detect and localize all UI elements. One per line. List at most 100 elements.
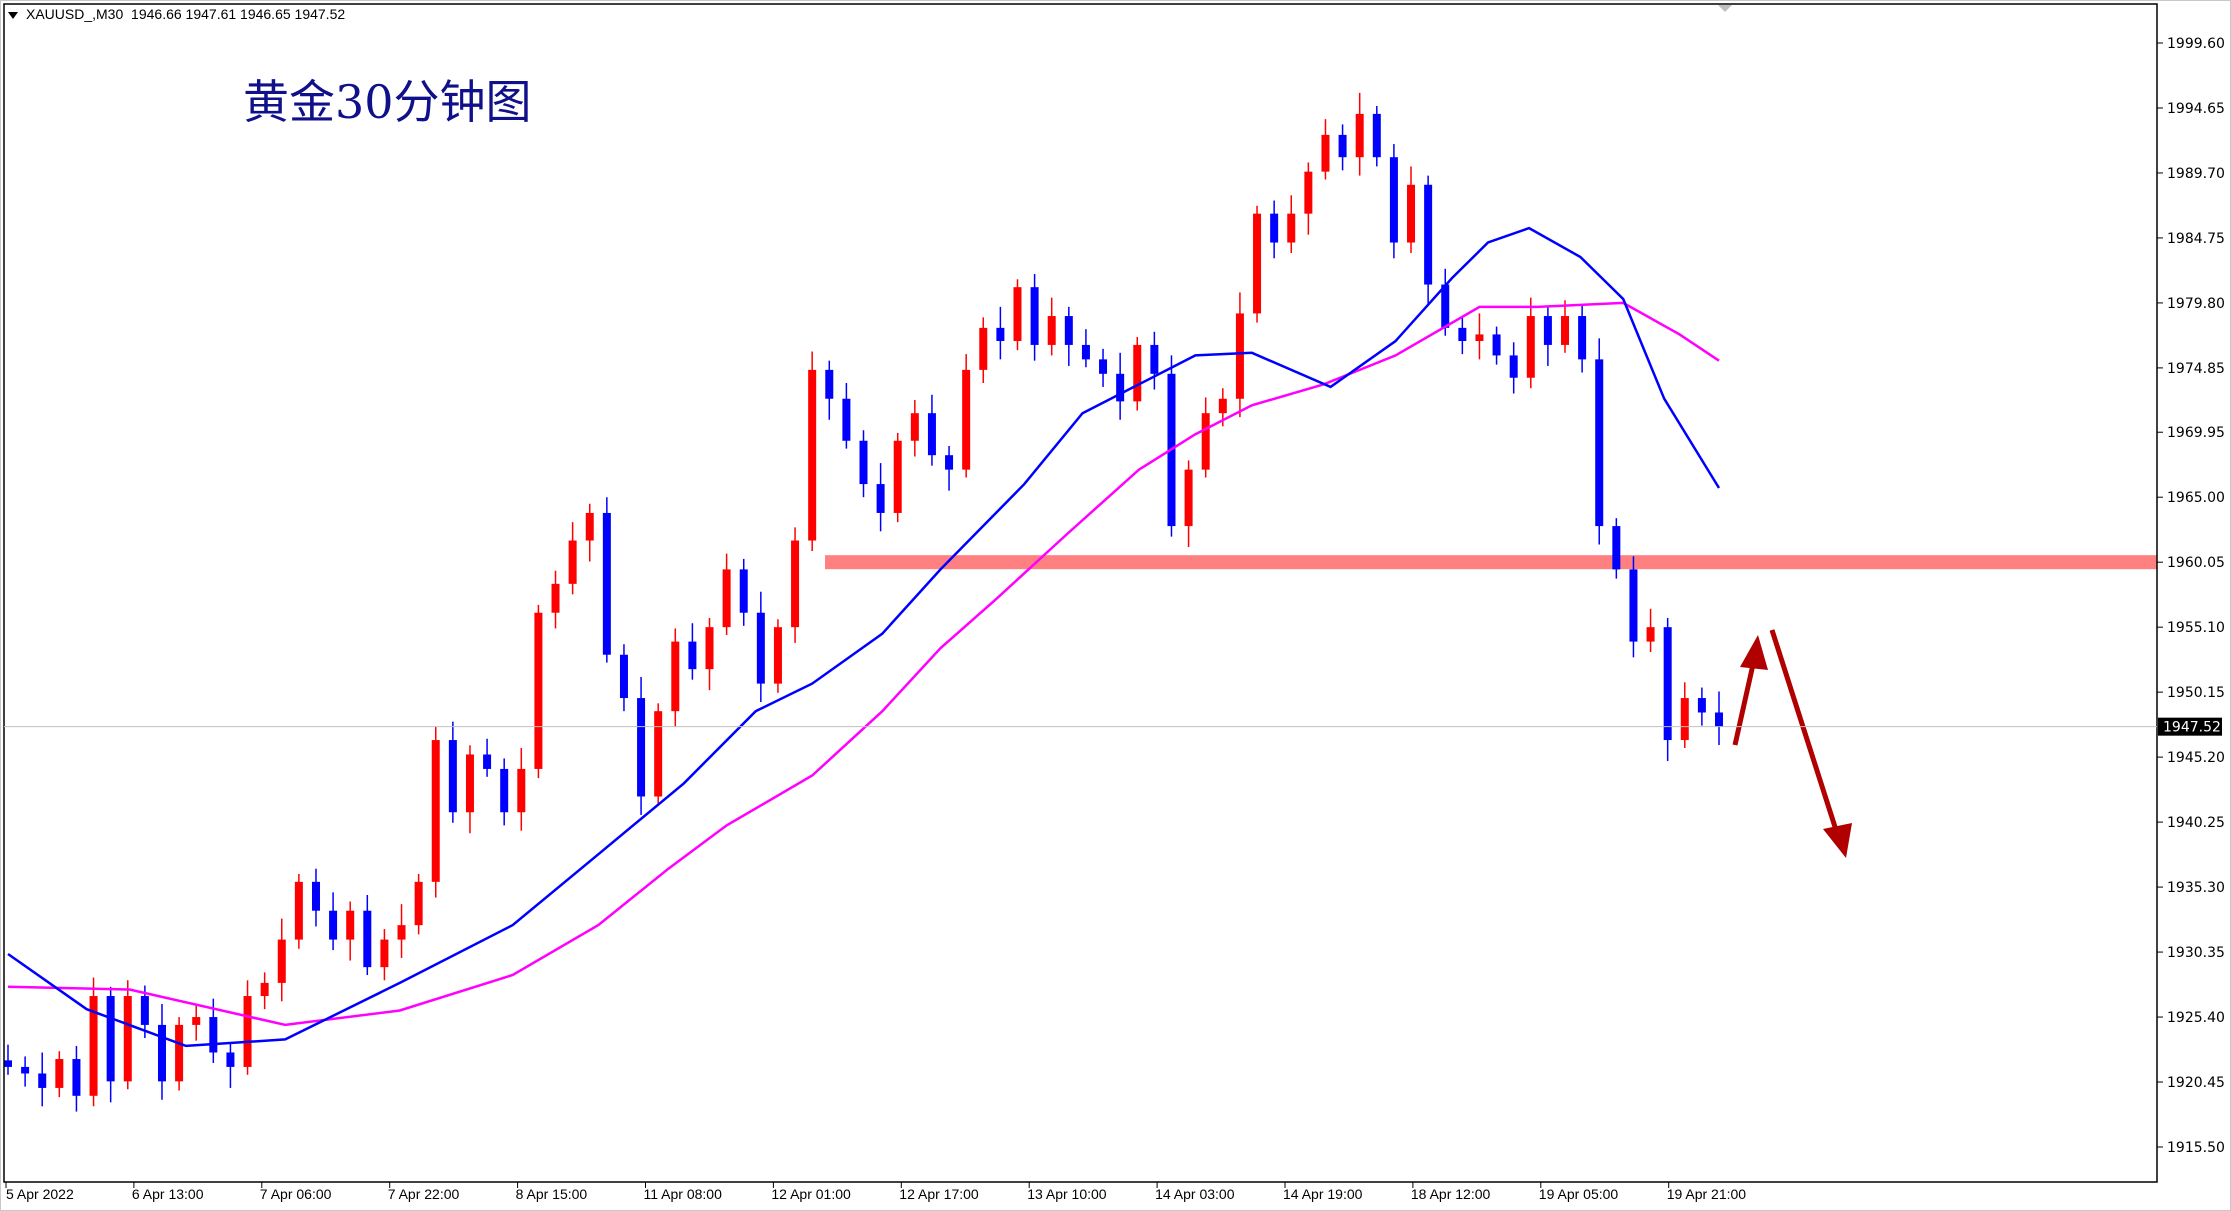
candle [1697, 687, 1706, 726]
candle [38, 1052, 47, 1107]
x-tick-label: 14 Apr 03:00 [1155, 1186, 1235, 1202]
candle-body [1218, 398, 1227, 414]
candle [910, 400, 919, 457]
candle-body [671, 641, 680, 712]
candle-body [1304, 171, 1313, 214]
resistance-zone [825, 555, 2157, 570]
ma-slow-line [7, 301, 1720, 1027]
candle [1715, 691, 1723, 746]
y-tick-label: 1930.35 [2167, 945, 2225, 961]
candle [654, 703, 663, 806]
candle [465, 745, 474, 834]
candle [1526, 297, 1535, 389]
candle-body [722, 569, 731, 628]
candle-body [1561, 316, 1570, 345]
candle [859, 430, 868, 498]
candle-body [1612, 526, 1621, 570]
candle-body [910, 413, 919, 441]
candle [1543, 306, 1552, 366]
x-tick-label: 12 Apr 17:00 [899, 1186, 979, 1202]
candle-body [842, 398, 851, 441]
candle-body [1030, 287, 1039, 345]
candle-body [637, 698, 646, 797]
candle [55, 1051, 64, 1098]
candle [397, 904, 406, 958]
candle [893, 432, 902, 523]
y-tick-label: 1960.05 [2167, 555, 2225, 571]
candle [1424, 175, 1433, 306]
candle [876, 463, 885, 532]
candle-body [311, 881, 320, 911]
candle [294, 873, 303, 949]
candle [1287, 195, 1296, 254]
candle [962, 354, 971, 478]
candle-body [157, 1024, 166, 1082]
candle [72, 1045, 81, 1112]
candle-body [1116, 373, 1125, 402]
candle-body [705, 627, 714, 670]
x-tick-label: 7 Apr 22:00 [388, 1186, 460, 1202]
dropdown-triangle-icon[interactable] [8, 11, 18, 19]
x-tick-label: 14 Apr 19:00 [1283, 1186, 1363, 1202]
candle-body [996, 327, 1005, 341]
candle-body [123, 996, 132, 1082]
candle [996, 306, 1005, 360]
candle [1116, 352, 1125, 420]
candle-body [1407, 184, 1416, 243]
candle [226, 1043, 235, 1088]
y-tick-label: 1920.45 [2167, 1075, 2225, 1091]
candle [1150, 331, 1159, 390]
candle [1253, 205, 1262, 323]
down-arrow [1769, 629, 1839, 831]
candle [1201, 397, 1210, 478]
candle-body [72, 1059, 81, 1096]
candle [140, 985, 149, 1039]
candle [637, 677, 646, 815]
symbol-label: XAUUSD_,M30 [26, 6, 124, 22]
candle [1133, 337, 1142, 411]
candle-body [397, 925, 406, 940]
y-tick-label: 1999.60 [2167, 36, 2225, 52]
candle-body [1595, 359, 1604, 527]
y-tick-label: 1915.50 [2167, 1140, 2225, 1156]
x-tick-label: 19 Apr 05:00 [1539, 1186, 1619, 1202]
candle-body [192, 1017, 201, 1025]
y-tick-label: 1935.30 [2167, 880, 2225, 896]
candle-body [380, 939, 389, 968]
candle-body [1578, 316, 1587, 360]
candle-body [1697, 698, 1706, 713]
candle-body [1064, 316, 1073, 345]
candle-body [825, 369, 834, 399]
candle [243, 980, 252, 1075]
candle [1595, 338, 1604, 545]
candle-body [1492, 334, 1501, 356]
candle [311, 868, 320, 927]
candle-body [483, 754, 492, 769]
candle-body [551, 583, 560, 613]
annotation-arrows [1732, 629, 1852, 858]
candle [825, 360, 834, 420]
candle [1081, 329, 1090, 368]
candle-body [1389, 157, 1398, 243]
candle-body [209, 1017, 218, 1053]
candle-body [927, 413, 936, 456]
candle-body [1047, 316, 1056, 345]
candle-body [329, 910, 338, 940]
candle-body [1150, 344, 1159, 374]
candle-body [431, 740, 440, 882]
candle-body [876, 484, 885, 513]
candle [568, 522, 577, 595]
candle [1646, 608, 1655, 653]
candle [175, 1017, 184, 1091]
candle-body [294, 881, 303, 940]
candle-body [1663, 627, 1672, 741]
y-tick-label: 1955.10 [2167, 620, 2225, 636]
x-tick-label: 6 Apr 13:00 [132, 1186, 204, 1202]
candle [671, 628, 680, 727]
candle [483, 738, 492, 777]
candle [1680, 682, 1689, 748]
candle [1663, 617, 1672, 762]
candle-body [739, 569, 748, 613]
candle [260, 972, 269, 1010]
